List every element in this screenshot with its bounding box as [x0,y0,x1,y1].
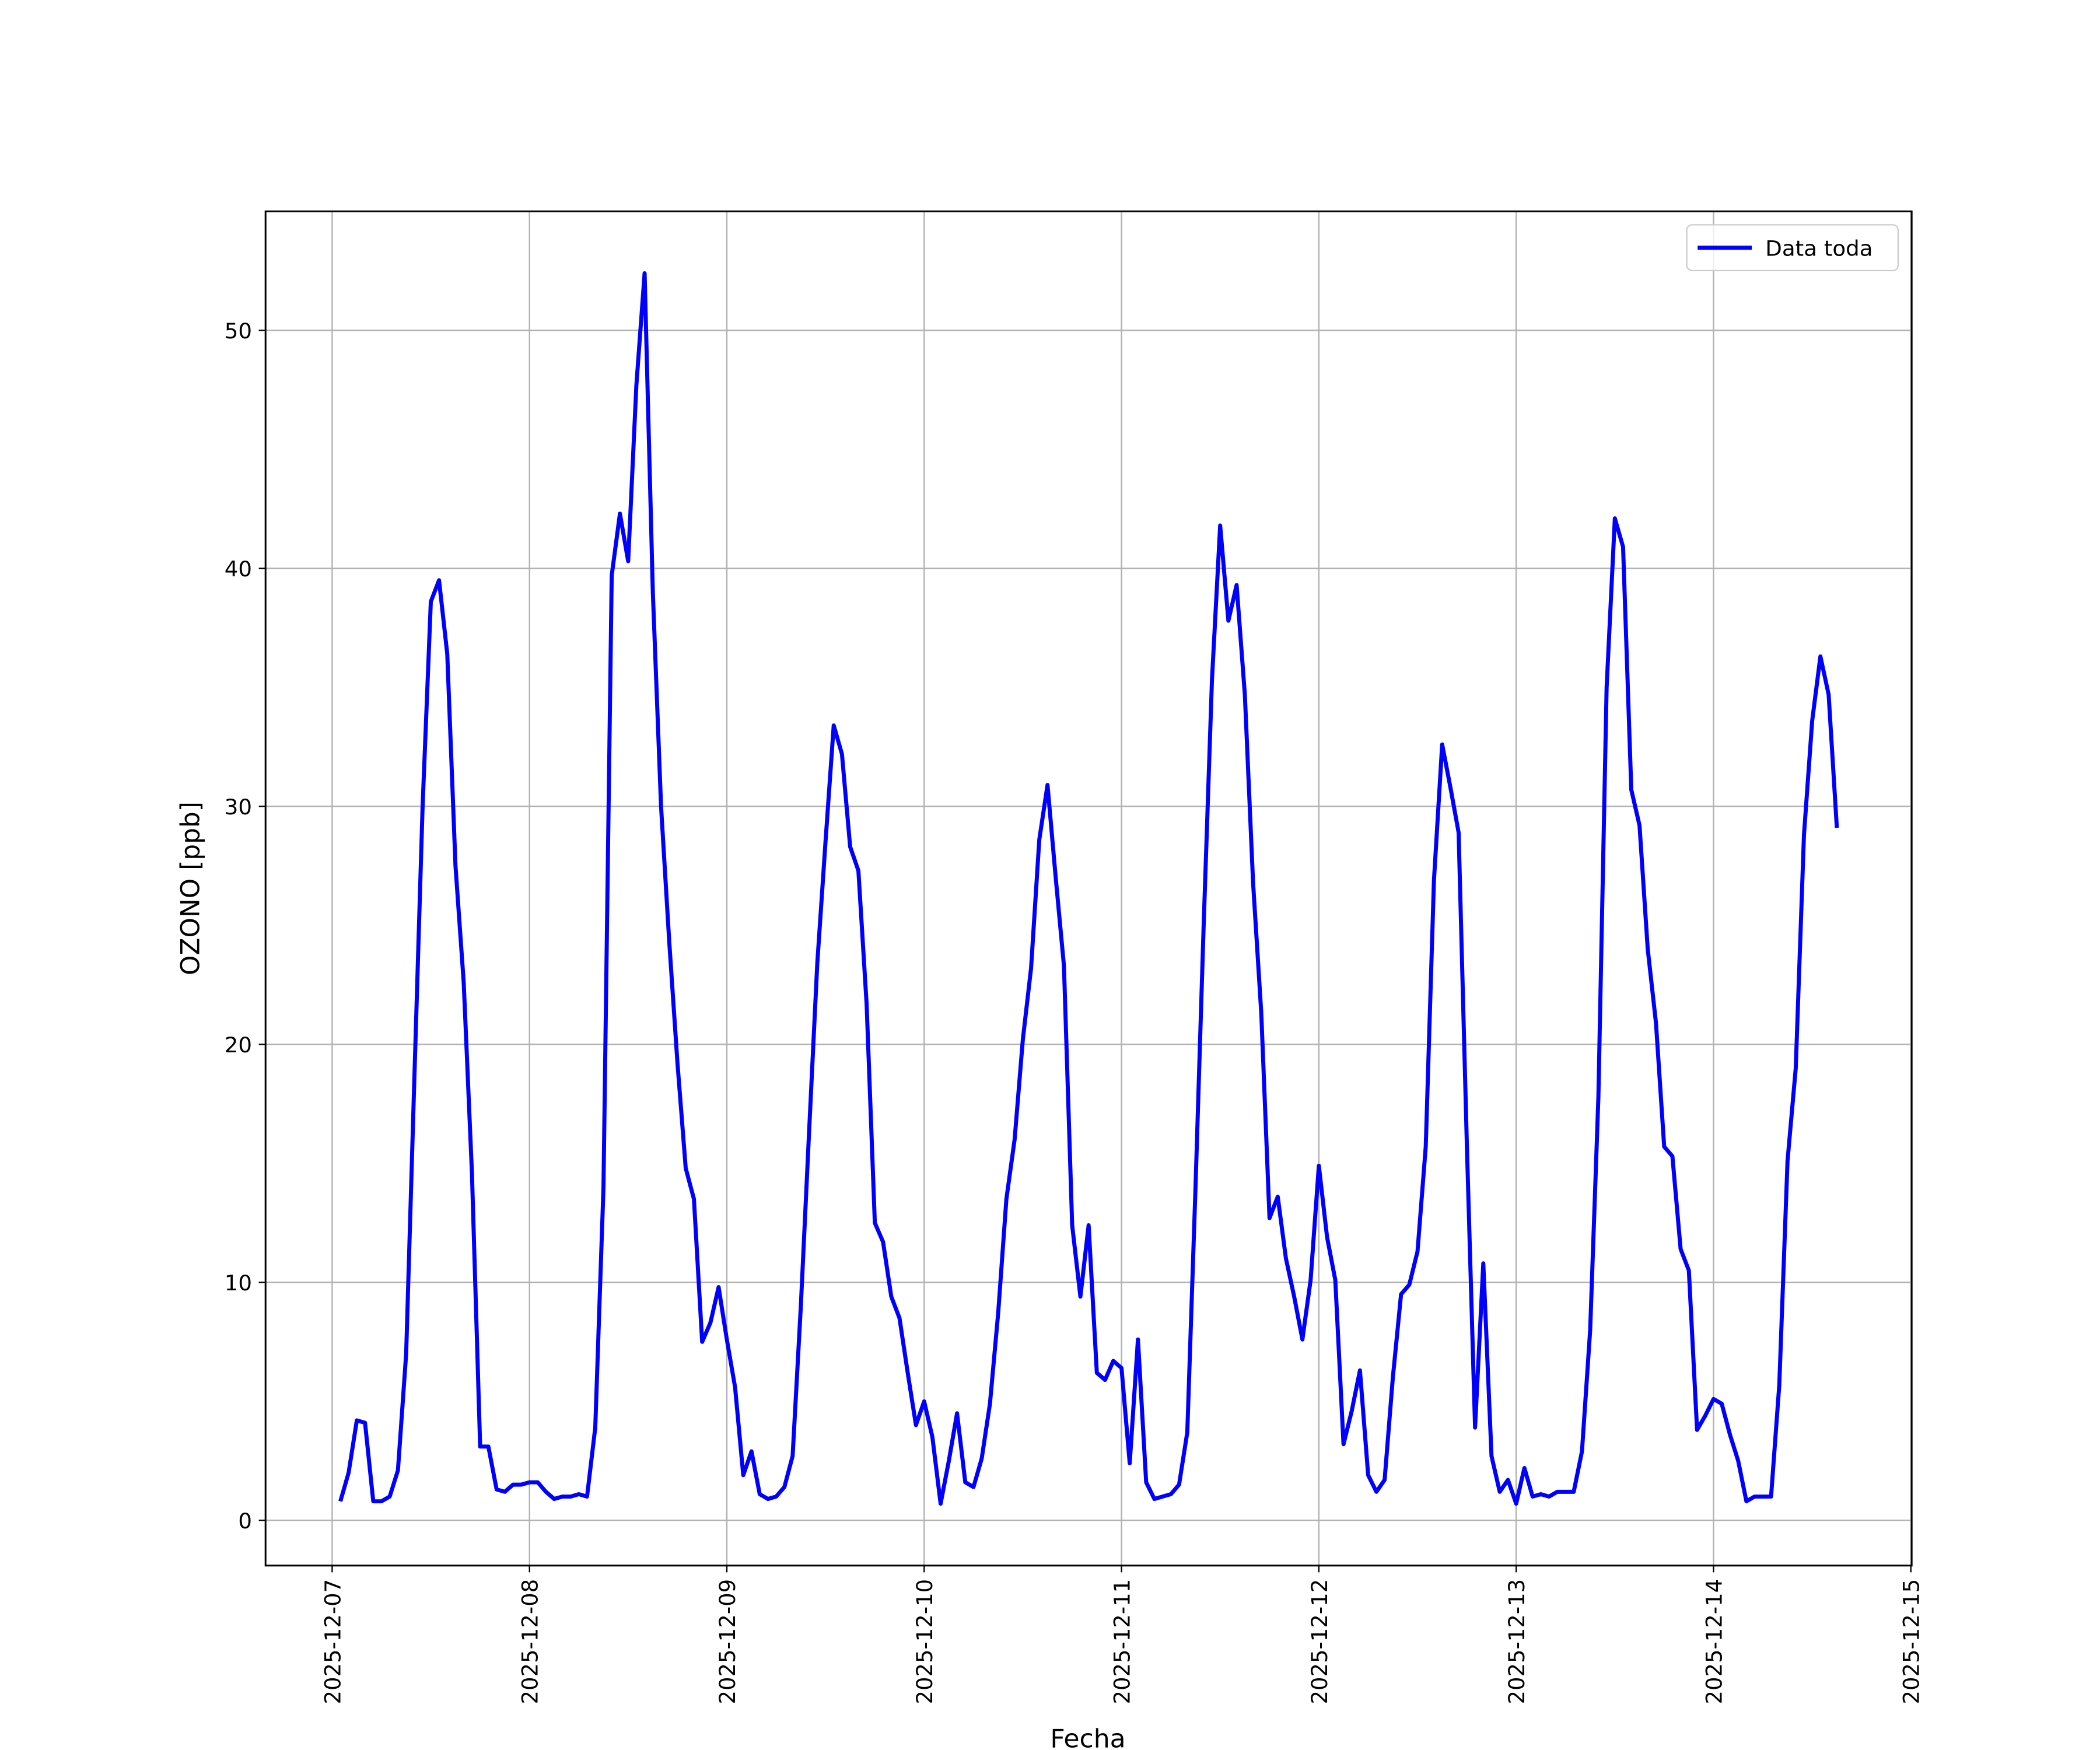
data-line [338,271,1839,1506]
plot-area [338,271,1839,1506]
legend-box [1686,224,1899,271]
x-tick-label: 2025-12-14 [1702,1579,1727,1704]
y-tick-label: 20 [225,1032,252,1058]
legend-label: Data toda [1765,236,1873,261]
y-tick-label: 10 [225,1270,252,1296]
x-tick-label: 2025-12-13 [1504,1579,1530,1704]
y-tick-label: 40 [225,556,252,582]
legend: Data toda [1686,224,1899,271]
axes-frame [264,210,1913,1567]
x-tick-label: 2025-12-10 [912,1579,937,1704]
x-tick-label: 2025-12-09 [715,1579,740,1704]
x-tick-label: 2025-12-07 [320,1579,345,1704]
x-axis-label: Fecha [1050,1724,1125,1750]
y-axis-label: OZONO [ppb] [176,802,205,975]
x-tick-label: 2025-12-08 [518,1579,543,1704]
x-tick-label: 2025-12-15 [1899,1579,1924,1704]
x-tick-label: 2025-12-11 [1110,1579,1135,1704]
x-tick-label: 2025-12-12 [1307,1579,1332,1704]
y-tick-label: 0 [238,1508,252,1534]
y-tick-label: 30 [225,794,252,820]
y-tick-label: 50 [225,318,252,344]
